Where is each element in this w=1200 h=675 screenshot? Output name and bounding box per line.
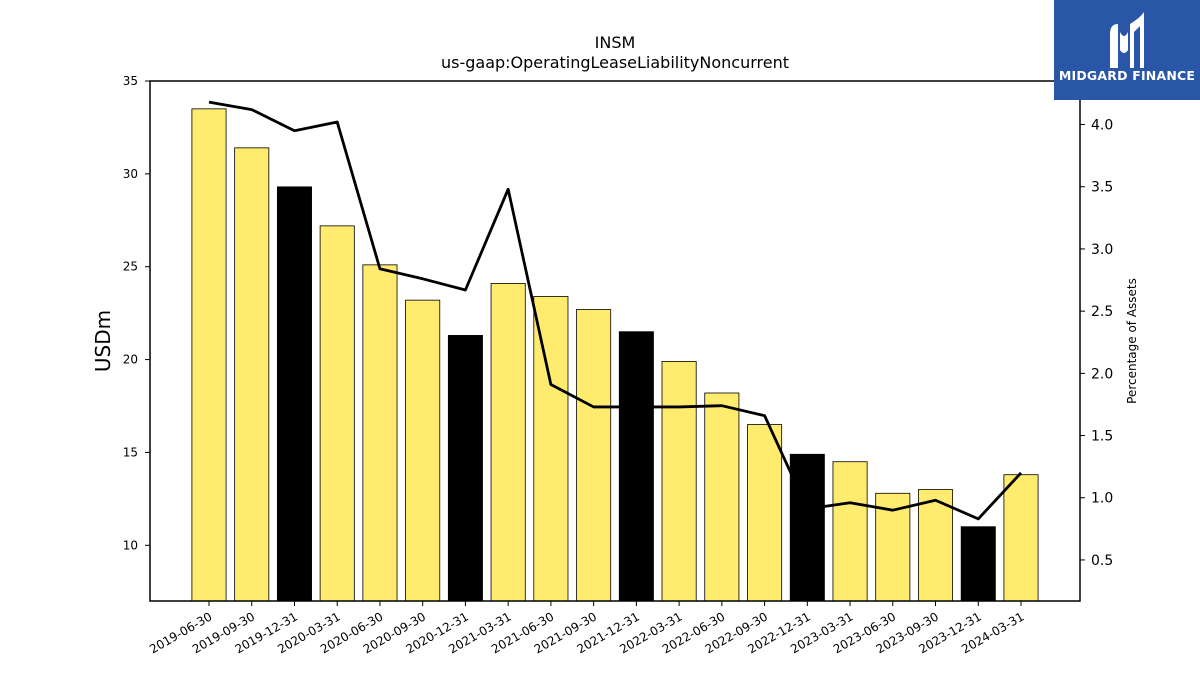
percentage-of-assets-line: [208, 100, 1023, 521]
y2-tick-label: 3.5: [1091, 180, 1113, 196]
bar-2020-03-31: [319, 225, 355, 602]
midgard-finance-logo: MIDGARD FINANCE: [1054, 0, 1200, 100]
line-layer: [208, 100, 1023, 521]
y2-tick-label: 1.0: [1091, 491, 1113, 507]
bar-2019-06-30: [191, 108, 227, 602]
bar-2023-12-31: [960, 526, 996, 602]
bar-2019-12-31: [276, 186, 312, 602]
y-tick-label: 20: [123, 353, 138, 367]
y-axis-label: USDm: [91, 310, 115, 372]
bar-2023-09-30: [918, 489, 954, 602]
bar-2023-03-31: [832, 461, 868, 602]
logo-text: MIDGARD FINANCE: [1058, 68, 1196, 83]
y2-tick-label: 0.5: [1091, 553, 1113, 569]
y-tick-label: 15: [123, 445, 138, 459]
bar-2022-06-30: [704, 392, 740, 602]
bar-2020-09-30: [405, 299, 441, 602]
bar-2021-09-30: [576, 309, 612, 602]
y2-tick-label: 2.5: [1091, 304, 1113, 320]
y2-tick-label: 1.5: [1091, 429, 1113, 445]
y-axis: 10 15 20 25 30 35: [123, 74, 150, 552]
y-tick-label: 35: [123, 74, 138, 88]
bar-2020-06-30: [362, 264, 398, 602]
y2-tick-label: 4.0: [1091, 118, 1113, 134]
bar-2022-12-31: [789, 453, 825, 602]
bar-2022-09-30: [747, 424, 783, 602]
x-axis: 2019-06-302019-09-302019-12-312020-03-31…: [147, 601, 1027, 656]
bar-2022-03-31: [661, 361, 697, 602]
y-tick-label: 25: [123, 260, 138, 274]
bar-2021-06-30: [533, 296, 569, 602]
plot-frame: [149, 80, 1081, 602]
midgard-m-logo-icon: [1110, 12, 1144, 68]
bar-2021-03-31: [490, 283, 526, 602]
y2-tick-label: 2.0: [1091, 366, 1113, 382]
chart-title: INSM: [595, 33, 636, 52]
y2-tick-label: 3.0: [1091, 242, 1113, 258]
bars-layer: [191, 108, 1039, 602]
y-tick-label: 10: [123, 538, 138, 552]
y2-axis: 0.5 1.0 1.5 2.0 2.5 3.0 3.5 4.0: [1080, 118, 1113, 569]
y-tick-label: 30: [123, 167, 138, 181]
bar-2021-12-31: [618, 331, 654, 602]
bar-2019-09-30: [234, 147, 270, 602]
bar-2020-12-31: [447, 335, 483, 602]
y2-axis-label: Percentage of Assets: [1125, 278, 1139, 404]
chart-subtitle: us-gaap:OperatingLeaseLiabilityNoncurren…: [441, 53, 789, 72]
bar-2024-03-31: [1003, 474, 1039, 602]
